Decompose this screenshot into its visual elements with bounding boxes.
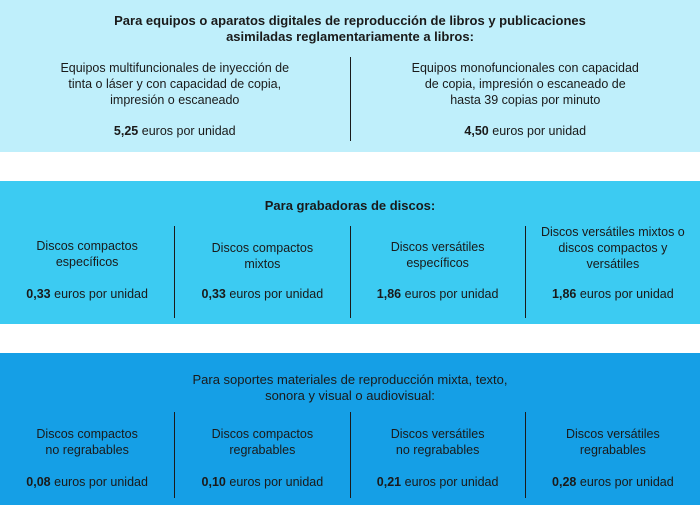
price-unit: euros por unidad [404, 287, 499, 301]
item-description-line: no regrabables [395, 443, 480, 457]
item-description: Discos compactos regrabables [175, 426, 349, 458]
section-title: Para equipos o aparatos digitales de rep… [0, 13, 700, 45]
item-price: 0,08 euros por unidad [0, 474, 174, 490]
item-description-line: Equipos multifuncionales de inyección de [60, 61, 290, 75]
price-unit: euros por unidad [579, 475, 674, 489]
price-unit: euros por unidad [54, 475, 148, 489]
item-description-line: específicos [406, 256, 469, 270]
price-amount: 5,25 [113, 124, 139, 138]
price-unit: euros por unidad [54, 287, 148, 301]
item-price: 5,25 euros por unidad [0, 123, 350, 139]
item-cd-rewritable: Discos compactos regrabables 0,10 euros … [174, 412, 349, 498]
item-description-line: impresión o escaneado [110, 93, 240, 107]
item-description-line: de copia, impresión o escaneado de [424, 77, 626, 91]
price-unit: euros por unidad [579, 287, 674, 301]
price-amount: 0,10 [201, 475, 226, 489]
item-description-line: Discos versátiles [565, 427, 660, 441]
item-description-line: Discos versátiles mixtos o [540, 225, 685, 239]
item-price: 1,86 euros por unidad [351, 286, 525, 302]
price-unit: euros por unidad [229, 287, 324, 301]
section-mixed-media: Para soportes materiales de reproducción… [0, 353, 700, 505]
item-multifunction-equipment: Equipos multifuncionales de inyección de… [0, 57, 350, 141]
item-price: 1,86 euros por unidad [526, 286, 700, 302]
item-description-line: Discos versátiles [390, 427, 485, 441]
section-title-line: Para equipos o aparatos digitales de rep… [114, 13, 586, 28]
price-amount: 0,08 [26, 475, 51, 489]
item-price: 0,10 euros por unidad [175, 474, 349, 490]
section-title-line: Para grabadoras de discos: [264, 198, 436, 213]
item-cd-specific: Discos compactos específicos 0,33 euros … [0, 226, 174, 318]
item-description-line: Discos compactos [211, 241, 314, 255]
item-description-line: versátiles [586, 257, 640, 271]
item-description-line: regrabables [229, 443, 296, 457]
item-description: Discos compactos mixtos [175, 240, 349, 272]
price-amount: 4,50 [464, 124, 489, 138]
item-description-line: mixtos [244, 257, 281, 271]
item-description: Discos versátiles no regrabables [351, 426, 525, 458]
price-unit: euros por unidad [229, 475, 324, 489]
price-unit: euros por unidad [404, 475, 499, 489]
item-row: Equipos multifuncionales de inyección de… [0, 57, 700, 141]
item-description-line: Discos compactos [211, 427, 314, 441]
section-digital-equipment: Para equipos o aparatos digitales de rep… [0, 0, 700, 152]
section-title: Para soportes materiales de reproducción… [0, 372, 700, 404]
section-disc-recorders: Para grabadoras de discos: Discos compac… [0, 181, 700, 324]
item-dvd-non-rewritable: Discos versátiles no regrabables 0,21 eu… [349, 412, 525, 498]
price-unit: euros por unidad [492, 124, 587, 138]
item-row: Discos compactos no regrabables 0,08 eur… [0, 412, 700, 498]
item-description-line: específicos [55, 255, 119, 269]
section-title-line: asimiladas reglamentariamente a libros: [226, 29, 474, 44]
item-description: Discos compactos no regrabables [0, 426, 174, 458]
item-price: 0,33 euros por unidad [175, 286, 349, 302]
item-description-line: Discos versátiles [390, 240, 485, 254]
item-description-line: Discos compactos [36, 427, 138, 441]
item-description-line: hasta 39 copias por minuto [450, 93, 601, 107]
item-price: 4,50 euros por unidad [351, 123, 700, 139]
price-amount: 0,33 [201, 287, 226, 301]
item-description-line: regrabables [579, 443, 646, 457]
item-description: Discos compactos específicos [0, 238, 174, 270]
item-price: 0,33 euros por unidad [0, 286, 174, 302]
item-cd-non-rewritable: Discos compactos no regrabables 0,08 eur… [0, 412, 174, 498]
item-description-line: discos compactos y [558, 241, 668, 255]
price-amount: 0,33 [26, 287, 51, 301]
item-description: Equipos monofuncionales con capacidad de… [351, 60, 700, 108]
item-price: 0,21 euros por unidad [351, 474, 525, 490]
price-amount: 1,86 [376, 287, 402, 301]
price-amount: 0,28 [552, 475, 577, 489]
item-description-line: Discos compactos [36, 239, 138, 253]
item-cd-mixed: Discos compactos mixtos 0,33 euros por u… [174, 226, 349, 318]
item-description: Equipos multifuncionales de inyección de… [0, 60, 350, 108]
item-description: Discos versátiles mixtos o discos compac… [526, 224, 700, 272]
item-dvd-specific: Discos versátiles específicos 1,86 euros… [349, 226, 525, 318]
item-description-line: tinta o láser y con capacidad de copia, [68, 77, 282, 91]
item-description-line: no regrabables [45, 443, 129, 457]
item-dvd-rewritable: Discos versátiles regrabables 0,28 euros… [524, 412, 700, 498]
item-description: Discos versátiles específicos [351, 239, 525, 271]
item-row: Discos compactos específicos 0,33 euros … [0, 224, 700, 318]
section-title-line: Para soportes materiales de reproducción… [192, 372, 508, 387]
item-monofunction-equipment: Equipos monofuncionales con capacidad de… [349, 57, 700, 141]
item-description-line: Equipos monofuncionales con capacidad [411, 61, 639, 75]
price-amount: 0,21 [376, 475, 402, 489]
price-unit: euros por unidad [141, 124, 236, 138]
item-price: 0,28 euros por unidad [526, 474, 700, 490]
section-title-line: sonora y visual o audiovisual: [265, 388, 435, 403]
item-dvd-mixed: Discos versátiles mixtos o discos compac… [524, 224, 700, 318]
section-title: Para grabadoras de discos: [0, 198, 700, 214]
price-amount: 1,86 [552, 287, 577, 301]
item-description: Discos versátiles regrabables [526, 426, 700, 458]
